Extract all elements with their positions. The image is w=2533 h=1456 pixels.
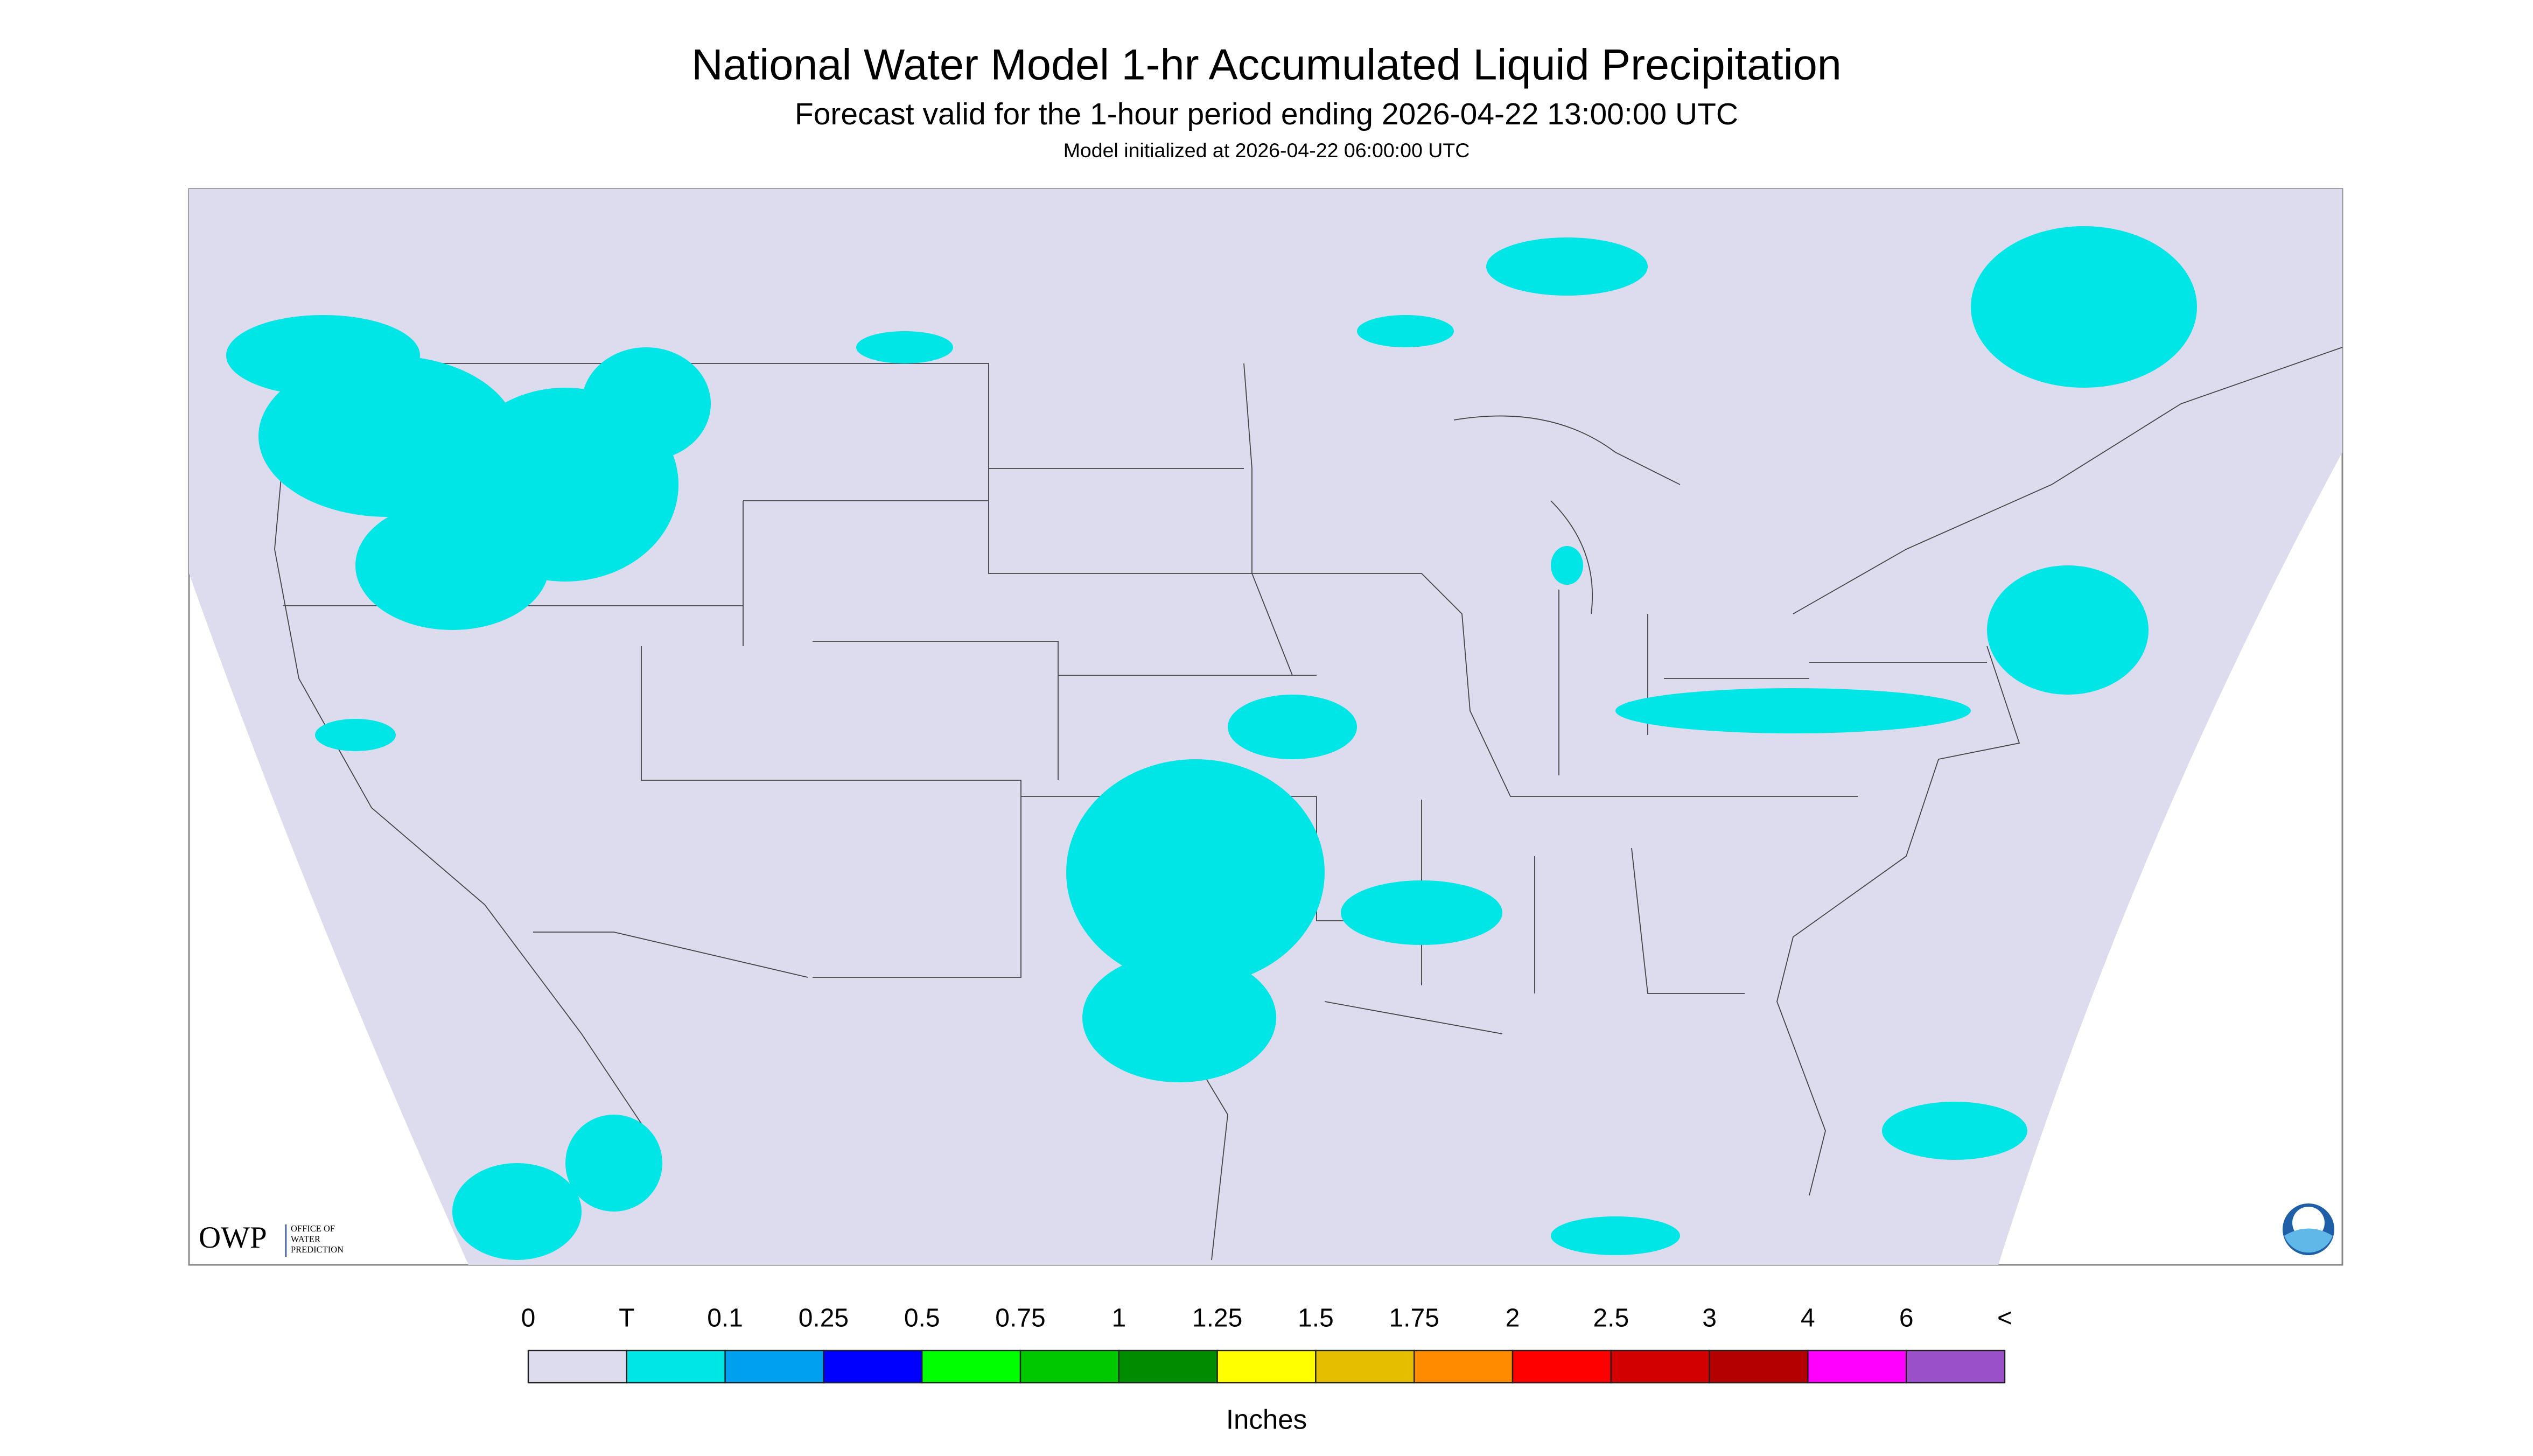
subtitle: Forecast valid for the 1-hour period end… — [795, 97, 1738, 131]
legend-label: 1.25 — [1192, 1304, 1242, 1333]
map: OWP OFFICE OF WATER PREDICTION — [188, 188, 2343, 1266]
legend-swatch — [1414, 1349, 1514, 1384]
legend-label: 6 — [1899, 1304, 1914, 1333]
legend-label: 2 — [1506, 1304, 1520, 1333]
legend-swatch — [1512, 1349, 1612, 1384]
logo-line: WATER — [291, 1234, 320, 1244]
init-time: Model initialized at 2026-04-22 06:00:00… — [1063, 139, 1470, 162]
legend-unit: Inches — [1226, 1404, 1307, 1434]
legend-label: 0 — [521, 1304, 536, 1333]
legend-swatch — [1216, 1349, 1317, 1384]
legend-swatch — [921, 1349, 1021, 1384]
legend-swatch — [1807, 1349, 1907, 1384]
legend-label: T — [619, 1304, 634, 1333]
legend-label: 2.5 — [1593, 1304, 1629, 1333]
legend-swatch — [724, 1349, 824, 1384]
legend-label: 3 — [1702, 1304, 1717, 1333]
legend-swatch — [1118, 1349, 1218, 1384]
legend-label: 0.5 — [904, 1304, 940, 1333]
legend-label: 1.5 — [1298, 1304, 1334, 1333]
legend-swatch — [527, 1349, 628, 1384]
legend-label: 0.75 — [995, 1304, 1045, 1333]
legend-swatch — [823, 1349, 923, 1384]
legend: Inches 0 T 0.1 0.25 0.5 0.75 1 1.25 1.5 1.75 2 2.5 3… — [521, 1304, 2012, 1435]
legend-swatch — [1905, 1349, 2006, 1384]
legend-swatch — [1019, 1349, 1120, 1384]
legend-label: 0.1 — [707, 1304, 743, 1333]
legend-label: 1 — [1111, 1304, 1126, 1333]
owp-logo: OWP OFFICE OF WATER PREDICTION — [199, 1221, 344, 1257]
logo-line: OFFICE OF — [291, 1223, 335, 1234]
noaa-logo — [2283, 1203, 2334, 1256]
legend-swatch — [1610, 1349, 1710, 1384]
logo-name: OWP — [199, 1221, 267, 1255]
precip-areas — [226, 226, 2197, 1261]
legend-label: 0.25 — [799, 1304, 849, 1333]
legend-swatch — [1709, 1349, 1809, 1384]
legend-label: < — [1997, 1304, 2012, 1333]
logo-line: PREDICTION — [291, 1244, 344, 1255]
legend-swatch — [626, 1349, 726, 1384]
legend-swatch — [1315, 1349, 1415, 1384]
legend-label: 1.75 — [1389, 1304, 1439, 1333]
title: National Water Model 1-hr Accumulated Li… — [691, 40, 1842, 89]
legend-label: 4 — [1801, 1304, 1815, 1333]
